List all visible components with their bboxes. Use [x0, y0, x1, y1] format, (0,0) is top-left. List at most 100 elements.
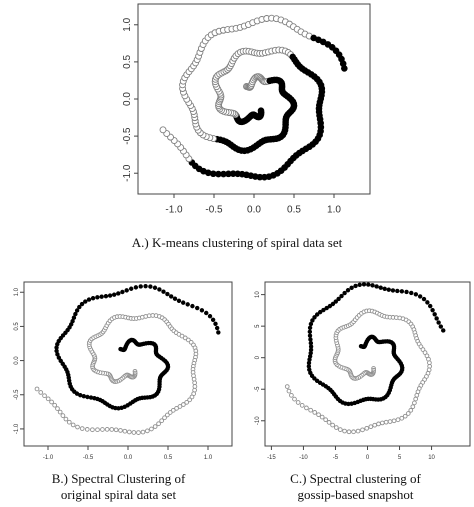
- data-point-filled: [399, 289, 405, 294]
- data-point-open: [304, 405, 309, 411]
- x-tick-label: -0.5: [83, 455, 94, 461]
- data-point-filled: [390, 288, 396, 293]
- data-point-filled: [81, 394, 87, 399]
- data-point-filled: [60, 333, 66, 338]
- data-point-filled: [185, 302, 190, 307]
- data-point-filled: [308, 321, 314, 327]
- data-point-filled: [157, 287, 162, 292]
- caption-c-line1: C.) Spectral clustering of: [290, 471, 421, 486]
- data-point-filled: [308, 337, 313, 342]
- data-point-open: [295, 400, 301, 405]
- data-point-filled: [327, 303, 333, 309]
- y-tick-label: -5: [255, 386, 261, 392]
- data-point-open: [364, 425, 370, 431]
- data-point-filled: [95, 295, 100, 300]
- data-point-filled: [133, 285, 139, 290]
- y-tick-label: 0.5: [14, 322, 20, 331]
- data-point-filled: [143, 283, 148, 289]
- data-point-open: [149, 426, 154, 432]
- data-point-filled: [404, 289, 409, 295]
- x-tick-label: -0.5: [205, 204, 223, 215]
- data-point-filled: [181, 300, 186, 305]
- data-point-open: [52, 402, 58, 408]
- data-point-filled: [73, 311, 78, 317]
- data-point-open: [159, 126, 167, 134]
- data-point-filled: [56, 338, 61, 344]
- data-point-filled: [307, 333, 313, 338]
- data-point-filled: [138, 284, 143, 289]
- data-point-open: [308, 407, 314, 413]
- data-point-filled: [430, 307, 435, 313]
- y-tick-label: 0.0: [122, 92, 133, 106]
- data-point-open: [104, 427, 110, 432]
- data-point-filled: [195, 305, 200, 311]
- data-point-filled: [77, 304, 82, 310]
- data-point-open: [60, 413, 66, 418]
- data-point-open: [57, 409, 63, 415]
- data-point-open: [100, 427, 105, 432]
- data-point-open: [182, 335, 188, 341]
- data-point-open: [412, 400, 417, 406]
- data-point-filled: [330, 301, 336, 307]
- data-point-open: [144, 428, 150, 434]
- data-point-open: [181, 402, 186, 407]
- caption-b: B.) Spectral Clustering of original spir…: [0, 471, 237, 503]
- data-point-open: [162, 415, 167, 421]
- data-point-open: [413, 396, 419, 402]
- data-point-filled: [103, 293, 109, 299]
- panel-c: -15 -10 -5 0 5 10 -10 -5 0 5 10 C.) Spectral clust…: [237, 278, 474, 507]
- x-tick-label: 1.0: [204, 455, 213, 461]
- data-point-filled: [308, 340, 314, 346]
- data-point-filled: [58, 358, 63, 364]
- data-point-open: [286, 388, 292, 394]
- data-point-filled: [409, 290, 414, 296]
- data-point-open: [391, 418, 397, 424]
- data-point-open: [405, 411, 411, 416]
- data-point-open: [131, 430, 137, 435]
- data-point-filled: [111, 292, 117, 297]
- data-point-open: [126, 429, 132, 435]
- data-point-filled: [438, 324, 444, 329]
- x-tick-label: 0.0: [247, 204, 261, 215]
- data-point-filled: [214, 325, 220, 331]
- data-point-open: [299, 403, 305, 408]
- data-point-open: [383, 419, 389, 425]
- data-point-open: [165, 412, 170, 418]
- data-point-filled: [341, 65, 348, 72]
- data-point-filled: [374, 284, 379, 289]
- data-point-filled: [417, 294, 423, 299]
- data-point-filled: [74, 308, 80, 313]
- data-point-open: [326, 420, 332, 425]
- chart-a: -1.0 -0.5 0.0 0.5 1.0 -1.0 -0.5 0.0 0.5 1.0: [122, 3, 371, 215]
- data-point-filled: [324, 305, 329, 311]
- data-point-open: [167, 410, 173, 415]
- data-point-filled: [357, 282, 362, 287]
- data-point-open: [187, 397, 192, 403]
- data-point-filled: [168, 294, 174, 299]
- x-tick-label: 0: [366, 455, 370, 461]
- x-tick-label: 5: [398, 455, 402, 461]
- data-point-open: [34, 386, 40, 392]
- chart-c: -15 -10 -5 0 5 10 -10 -5 0 5 10: [255, 281, 471, 461]
- data-point-filled: [216, 330, 221, 335]
- data-point-filled: [395, 288, 400, 294]
- chart-b: -1.0 -0.5 0.0 0.5 1.0 -1.0 -0.5 0.0 0.5 1.0: [14, 281, 233, 461]
- data-point-filled: [441, 328, 446, 333]
- data-point-open: [414, 392, 420, 398]
- data-point-filled: [60, 361, 65, 367]
- caption-c-line2: gossip-based snapshot: [297, 487, 414, 502]
- data-point-filled: [128, 286, 134, 291]
- data-point-open: [45, 396, 51, 402]
- x-tick-label: -15: [267, 455, 276, 461]
- data-point-filled: [161, 289, 166, 294]
- data-point-filled: [386, 287, 391, 292]
- data-point-open: [118, 428, 123, 433]
- data-point-open: [84, 427, 90, 432]
- data-point-filled: [339, 293, 344, 299]
- data-point-open: [351, 429, 356, 435]
- data-point-open: [63, 416, 69, 422]
- y-tick-label: -0.5: [14, 389, 20, 400]
- x-tick-label: -10: [299, 455, 308, 461]
- x-tick-label: 1.0: [327, 204, 341, 215]
- data-point-filled: [421, 296, 427, 302]
